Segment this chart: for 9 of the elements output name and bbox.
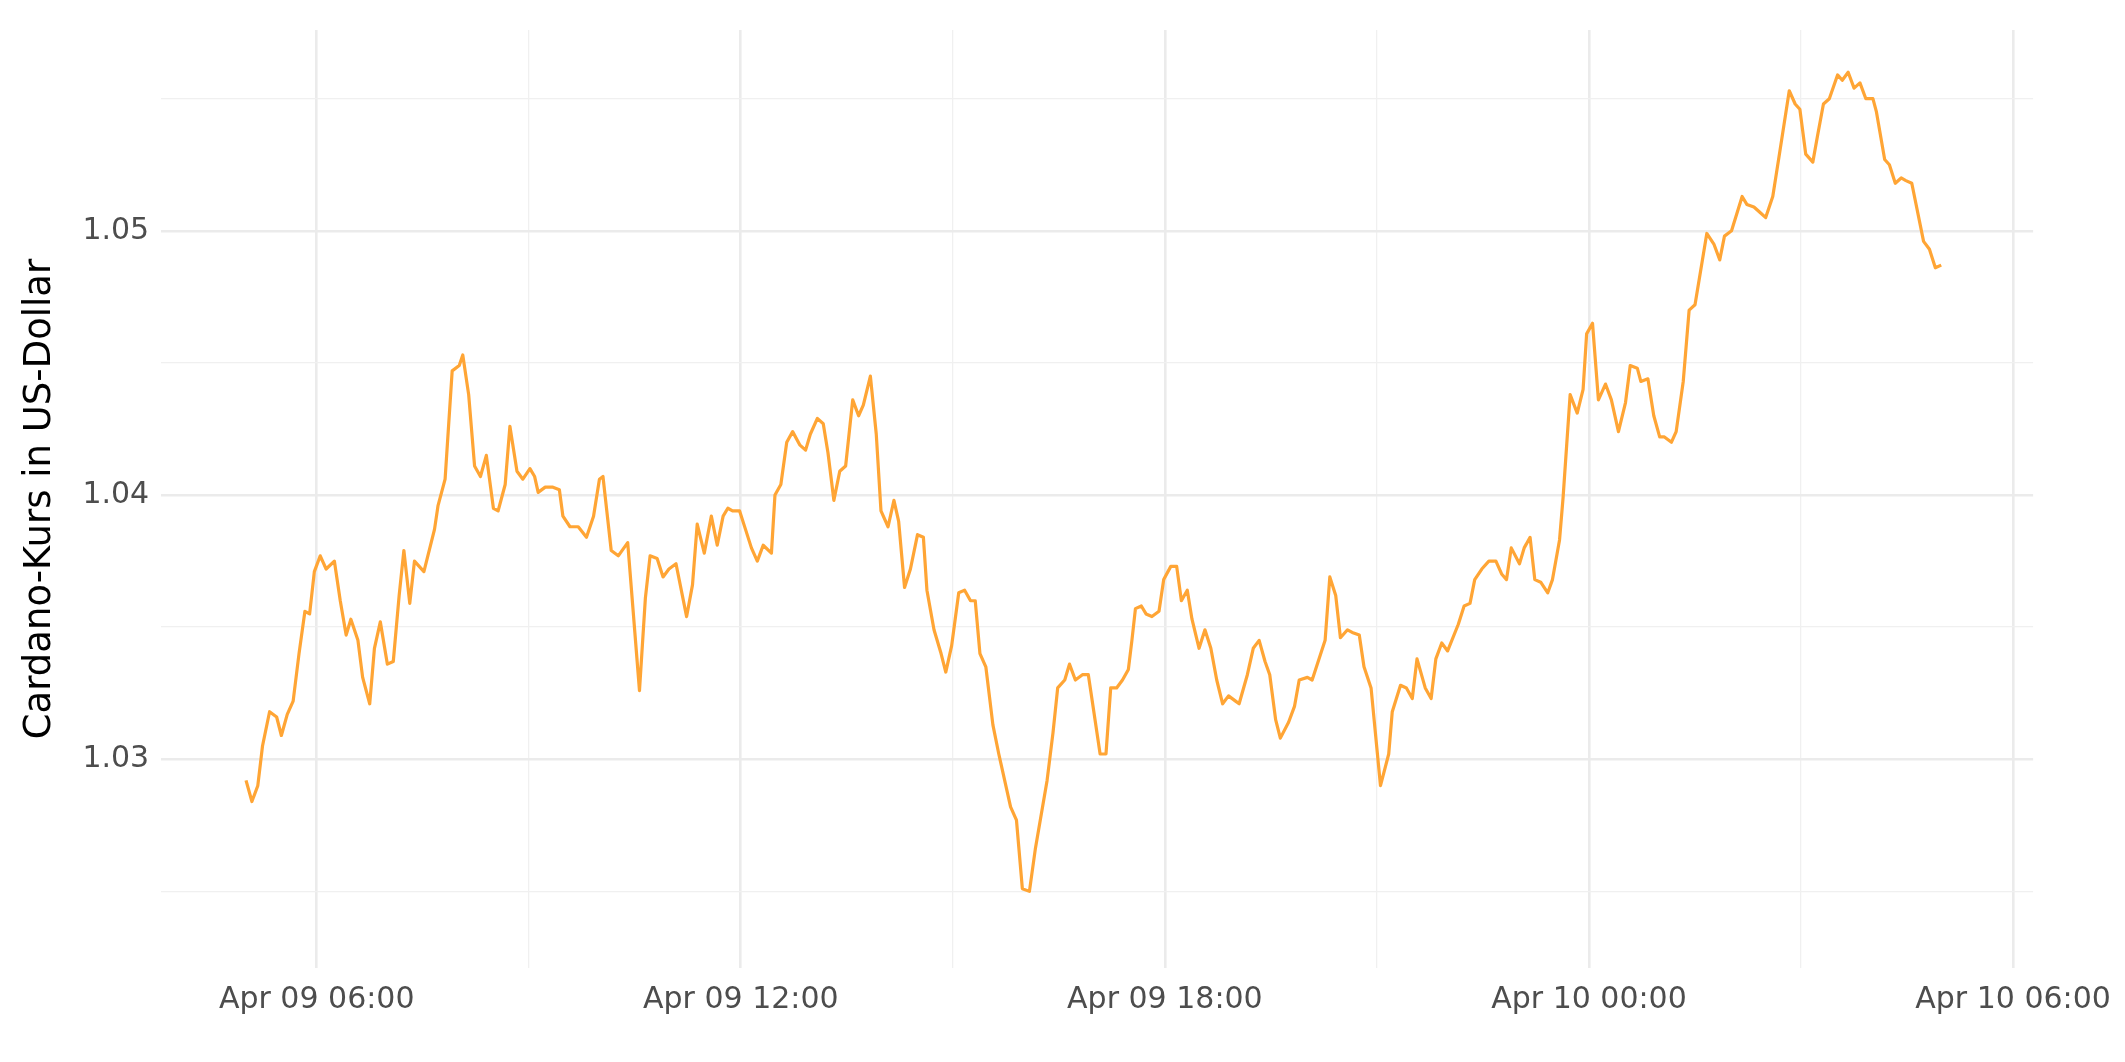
y-tick-label: 1.05	[82, 210, 150, 246]
y-axis-title: Cardano-Kurs in US-Dollar	[15, 257, 59, 740]
y-tick-label: 1.04	[82, 474, 150, 510]
x-tick-label: Apr 09 12:00	[642, 979, 839, 1015]
x-tick-label: Apr 10 06:00	[1915, 979, 2111, 1015]
x-tick-label: Apr 09 06:00	[218, 979, 415, 1015]
x-tick-label: Apr 10 00:00	[1491, 979, 1687, 1015]
y-tick-label: 1.03	[82, 739, 150, 775]
x-tick-label: Apr 09 18:00	[1067, 979, 1263, 1015]
